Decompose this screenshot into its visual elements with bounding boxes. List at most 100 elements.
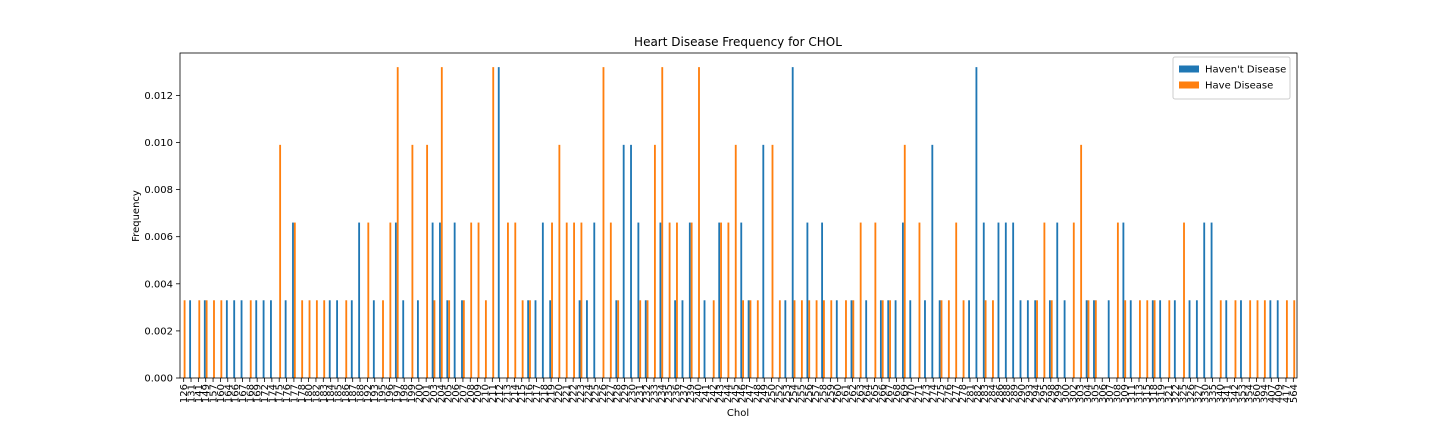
bar bbox=[806, 222, 809, 378]
bar bbox=[821, 222, 824, 378]
y-tick-label: 0.002 bbox=[144, 326, 173, 337]
bar bbox=[881, 300, 884, 378]
x-tick-label: 187 bbox=[348, 384, 359, 403]
x-tick-label: 210 bbox=[480, 384, 491, 403]
x-tick-label: 242 bbox=[708, 384, 719, 403]
bar bbox=[198, 300, 201, 378]
x-tick-label: 286 bbox=[995, 384, 1006, 403]
bar bbox=[947, 300, 950, 378]
bar bbox=[558, 144, 561, 378]
x-tick-label: 208 bbox=[466, 384, 477, 403]
x-tick-label: 290 bbox=[1017, 384, 1028, 403]
bar bbox=[1094, 300, 1097, 378]
bar bbox=[396, 67, 399, 378]
bar bbox=[997, 222, 1000, 378]
bar bbox=[183, 300, 186, 378]
x-tick-label: 407 bbox=[1267, 384, 1278, 403]
x-tick-label: 198 bbox=[400, 384, 411, 403]
bar bbox=[446, 300, 449, 378]
x-tick-label: 131 bbox=[187, 384, 198, 403]
bar bbox=[940, 300, 943, 378]
bar bbox=[1276, 300, 1279, 378]
x-tick-label: 204 bbox=[436, 384, 447, 403]
bar bbox=[448, 300, 451, 378]
x-tick-label: 222 bbox=[569, 384, 580, 403]
x-tick-label: 325 bbox=[1179, 384, 1190, 403]
bar bbox=[541, 222, 544, 378]
x-tick-label: 260 bbox=[833, 384, 844, 403]
bar bbox=[791, 67, 794, 378]
bar bbox=[1225, 300, 1228, 378]
x-tick-label: 160 bbox=[216, 384, 227, 403]
bar bbox=[336, 300, 338, 378]
x-tick-label: 295 bbox=[1039, 384, 1050, 403]
legend-label: Have Disease bbox=[1205, 81, 1273, 92]
bar bbox=[534, 300, 537, 378]
x-tick-label: 253 bbox=[782, 384, 793, 403]
x-tick-label: 237 bbox=[679, 384, 690, 403]
bar bbox=[924, 300, 926, 378]
x-tick-label: 220 bbox=[554, 384, 565, 403]
x-tick-label: 354 bbox=[1245, 384, 1256, 403]
bar bbox=[690, 222, 693, 378]
bar bbox=[507, 222, 509, 378]
bar bbox=[909, 300, 912, 378]
x-tick-label: 340 bbox=[1215, 384, 1226, 403]
bar bbox=[1036, 300, 1038, 378]
bar bbox=[727, 222, 730, 378]
x-tick-label: 214 bbox=[510, 384, 521, 403]
x-tick-label: 261 bbox=[841, 384, 852, 403]
x-tick-label: 149 bbox=[201, 384, 212, 403]
bar bbox=[416, 300, 419, 378]
bar bbox=[328, 300, 331, 378]
bar bbox=[734, 144, 737, 378]
x-tick-label: 307 bbox=[1105, 384, 1116, 403]
x-tick-label: 267 bbox=[885, 384, 896, 403]
bar bbox=[492, 67, 495, 378]
x-tick-label: 308 bbox=[1112, 384, 1123, 403]
x-tick-label: 166 bbox=[231, 384, 242, 403]
x-tick-label: 176 bbox=[282, 384, 293, 403]
x-tick-label: 224 bbox=[583, 384, 594, 403]
x-tick-label: 192 bbox=[363, 384, 374, 403]
bar bbox=[1219, 300, 1222, 378]
x-tick-label: 341 bbox=[1223, 384, 1234, 403]
x-tick-label: 298 bbox=[1046, 384, 1057, 403]
bar bbox=[292, 222, 294, 378]
x-tick-label: 217 bbox=[532, 384, 543, 403]
x-tick-label: 327 bbox=[1193, 384, 1204, 403]
bar bbox=[262, 300, 265, 378]
bar bbox=[220, 300, 223, 378]
x-tick-label: 342 bbox=[1230, 384, 1241, 403]
bar bbox=[240, 300, 243, 378]
x-tick-label: 227 bbox=[605, 384, 616, 403]
bar bbox=[602, 67, 605, 378]
x-tick-label: 305 bbox=[1090, 384, 1101, 403]
bar bbox=[703, 300, 706, 378]
chart-title: Heart Disease Frequency for CHOL bbox=[634, 35, 842, 49]
x-tick-label: 245 bbox=[730, 384, 741, 403]
bar bbox=[529, 300, 531, 378]
legend-label: Haven't Disease bbox=[1205, 65, 1286, 76]
x-tick-label: 233 bbox=[649, 384, 660, 403]
y-tick-label: 0.004 bbox=[144, 279, 173, 290]
bar bbox=[389, 222, 392, 378]
x-tick-label: 186 bbox=[341, 384, 352, 403]
x-tick-label: 241 bbox=[701, 384, 712, 403]
bar bbox=[203, 300, 206, 378]
bar bbox=[225, 300, 228, 378]
bar bbox=[1056, 222, 1059, 378]
x-tick-label: 326 bbox=[1186, 384, 1197, 403]
bar bbox=[1240, 300, 1242, 378]
x-tick-label: 169 bbox=[253, 384, 264, 403]
bar bbox=[1124, 300, 1127, 378]
x-tick-label: 321 bbox=[1164, 384, 1175, 403]
bar bbox=[514, 222, 517, 378]
x-tick-label: 211 bbox=[488, 384, 499, 403]
bar bbox=[345, 300, 348, 378]
x-tick-label: 240 bbox=[694, 384, 705, 403]
bar bbox=[815, 300, 818, 378]
bar bbox=[982, 222, 985, 378]
bar bbox=[1080, 144, 1083, 378]
x-tick-label: 273 bbox=[921, 384, 932, 403]
